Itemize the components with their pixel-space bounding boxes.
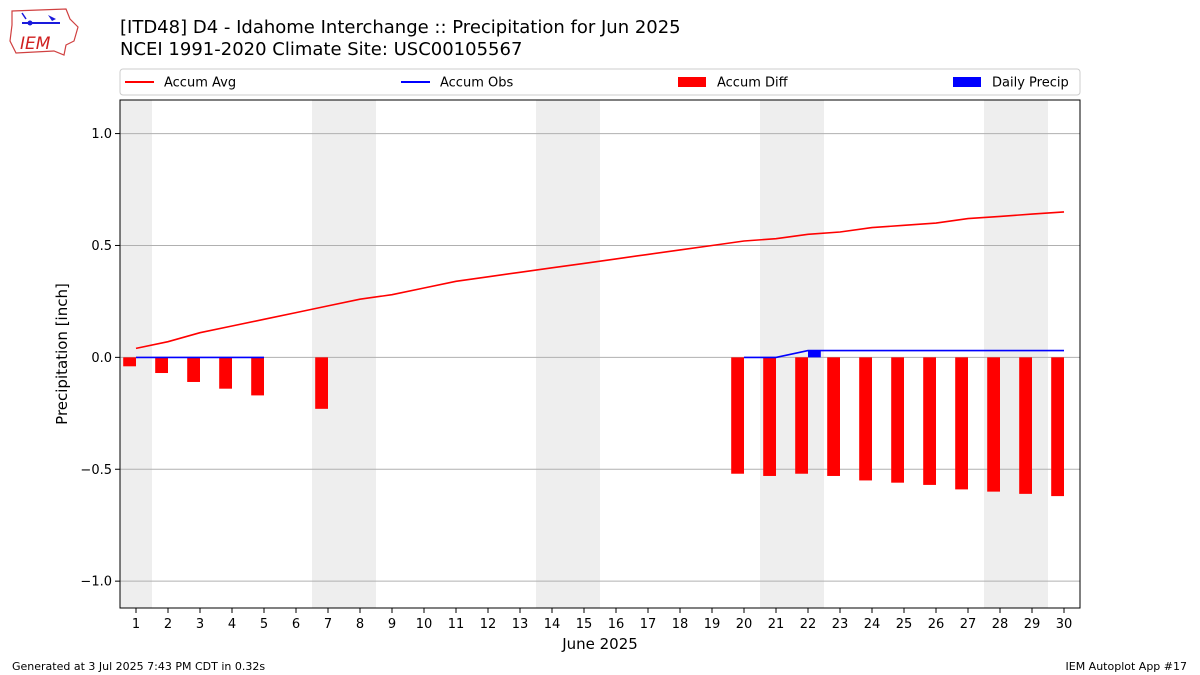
y-axis-label: Precipitation [inch] bbox=[53, 283, 71, 425]
x-tick-label: 1 bbox=[132, 617, 140, 632]
x-tick-label: 19 bbox=[704, 617, 721, 632]
x-tick-label: 25 bbox=[896, 617, 913, 632]
weekend-shade-day-14 bbox=[536, 100, 568, 608]
x-tick-label: 5 bbox=[260, 617, 268, 632]
y-axis: −1.0 −0.5 0.0 0.5 1.0 bbox=[80, 127, 120, 590]
weekend-shade-day-1 bbox=[120, 100, 152, 608]
x-axis-label: June 2025 bbox=[561, 635, 638, 653]
y-tick-label: 0.5 bbox=[91, 239, 112, 254]
x-tick-label: 23 bbox=[832, 617, 849, 632]
legend-swatch-daily-precip bbox=[953, 77, 981, 87]
x-tick-label: 21 bbox=[768, 617, 785, 632]
logo-text: IEM bbox=[20, 34, 51, 54]
x-tick-label: 8 bbox=[356, 617, 364, 632]
plot-frame bbox=[119, 99, 1081, 609]
accum-diff-bar bbox=[763, 357, 776, 476]
accum-diff-bar bbox=[187, 357, 200, 382]
x-tick-label: 6 bbox=[292, 617, 300, 632]
accum-diff-bar bbox=[1051, 357, 1064, 497]
legend-label-accum-avg: Accum Avg bbox=[164, 76, 236, 91]
weekend-shade-day-15 bbox=[568, 100, 600, 608]
weekend-shading bbox=[120, 100, 1048, 608]
x-tick-label: 30 bbox=[1056, 617, 1073, 632]
x-tick-label: 4 bbox=[228, 617, 236, 632]
accum-diff-bar bbox=[955, 357, 968, 490]
legend: Accum Avg Accum Obs Accum Diff Daily Precip bbox=[119, 68, 1081, 96]
x-tick-label: 12 bbox=[480, 617, 497, 632]
y-tick-label: 0.0 bbox=[91, 351, 112, 366]
weekend-shade-day-21 bbox=[760, 100, 792, 608]
x-tick-label: 18 bbox=[672, 617, 689, 632]
generated-timestamp: Generated at 3 Jul 2025 7:43 PM CDT in 0… bbox=[12, 660, 266, 673]
accum-diff-bar bbox=[219, 357, 232, 389]
accum-diff-bar bbox=[795, 357, 808, 474]
accum-diff-bar bbox=[155, 357, 168, 374]
x-tick-label: 29 bbox=[1024, 617, 1041, 632]
chart-subtitle: NCEI 1991-2020 Climate Site: USC00105567 bbox=[120, 39, 523, 60]
accum-diff-bar bbox=[827, 357, 840, 476]
x-tick-label: 10 bbox=[416, 617, 433, 632]
daily-precip-bar bbox=[808, 350, 821, 358]
accum-diff-bar bbox=[1019, 357, 1032, 494]
x-tick-label: 16 bbox=[608, 617, 625, 632]
accum-diff-bar bbox=[891, 357, 904, 483]
accum-diff-bar bbox=[315, 357, 328, 409]
x-tick-label: 14 bbox=[544, 617, 561, 632]
x-tick-label: 13 bbox=[512, 617, 529, 632]
chart-title: [ITD48] D4 - Idahome Interchange :: Prec… bbox=[120, 17, 681, 38]
x-tick-label: 27 bbox=[960, 617, 977, 632]
x-tick-label: 15 bbox=[576, 617, 593, 632]
lines bbox=[135, 211, 1065, 359]
accum-diff-bar bbox=[731, 357, 744, 474]
x-tick-label: 20 bbox=[736, 617, 753, 632]
x-tick-label: 26 bbox=[928, 617, 945, 632]
accum-diff-bar bbox=[923, 357, 936, 485]
x-tick-label: 9 bbox=[388, 617, 396, 632]
iem-logo: IEM bbox=[9, 8, 79, 56]
y-tick-label: 1.0 bbox=[91, 127, 112, 142]
weekend-shade-day-8 bbox=[344, 100, 376, 608]
app-credit: IEM Autoplot App #17 bbox=[1065, 660, 1188, 673]
accum-diff-bar bbox=[859, 357, 872, 481]
x-axis: 1 2 3 4 5 6 7 8 9 10 11 12 13 14 15 16 17 18 19 20 21 22 23 24 2… bbox=[132, 608, 1072, 632]
accum-diff-bar bbox=[251, 357, 264, 396]
x-tick-label: 11 bbox=[448, 617, 465, 632]
x-tick-label: 24 bbox=[864, 617, 881, 632]
legend-label-accum-obs: Accum Obs bbox=[440, 76, 513, 91]
legend-label-accum-diff: Accum Diff bbox=[717, 76, 789, 91]
legend-frame bbox=[119, 68, 1081, 96]
legend-label-daily-precip: Daily Precip bbox=[992, 76, 1069, 91]
x-tick-label: 7 bbox=[324, 617, 332, 632]
x-tick-label: 22 bbox=[800, 617, 817, 632]
accum-obs-line bbox=[744, 349, 1064, 359]
accum-diff-bar bbox=[987, 357, 1000, 492]
gridlines bbox=[120, 133, 1080, 582]
y-tick-label: −0.5 bbox=[80, 463, 112, 478]
weekend-shade-day-28 bbox=[984, 100, 1016, 608]
accum-avg-line bbox=[135, 211, 1065, 350]
x-tick-label: 2 bbox=[164, 617, 172, 632]
weekend-shade-day-29 bbox=[1016, 100, 1048, 608]
y-tick-label: −1.0 bbox=[80, 575, 112, 590]
x-tick-label: 17 bbox=[640, 617, 657, 632]
legend-swatch-accum-diff bbox=[678, 77, 706, 87]
bars bbox=[123, 350, 1064, 497]
x-tick-label: 3 bbox=[196, 617, 204, 632]
weekend-shade-day-7 bbox=[312, 100, 344, 608]
x-tick-label: 28 bbox=[992, 617, 1009, 632]
accum-diff-bar bbox=[123, 357, 136, 367]
